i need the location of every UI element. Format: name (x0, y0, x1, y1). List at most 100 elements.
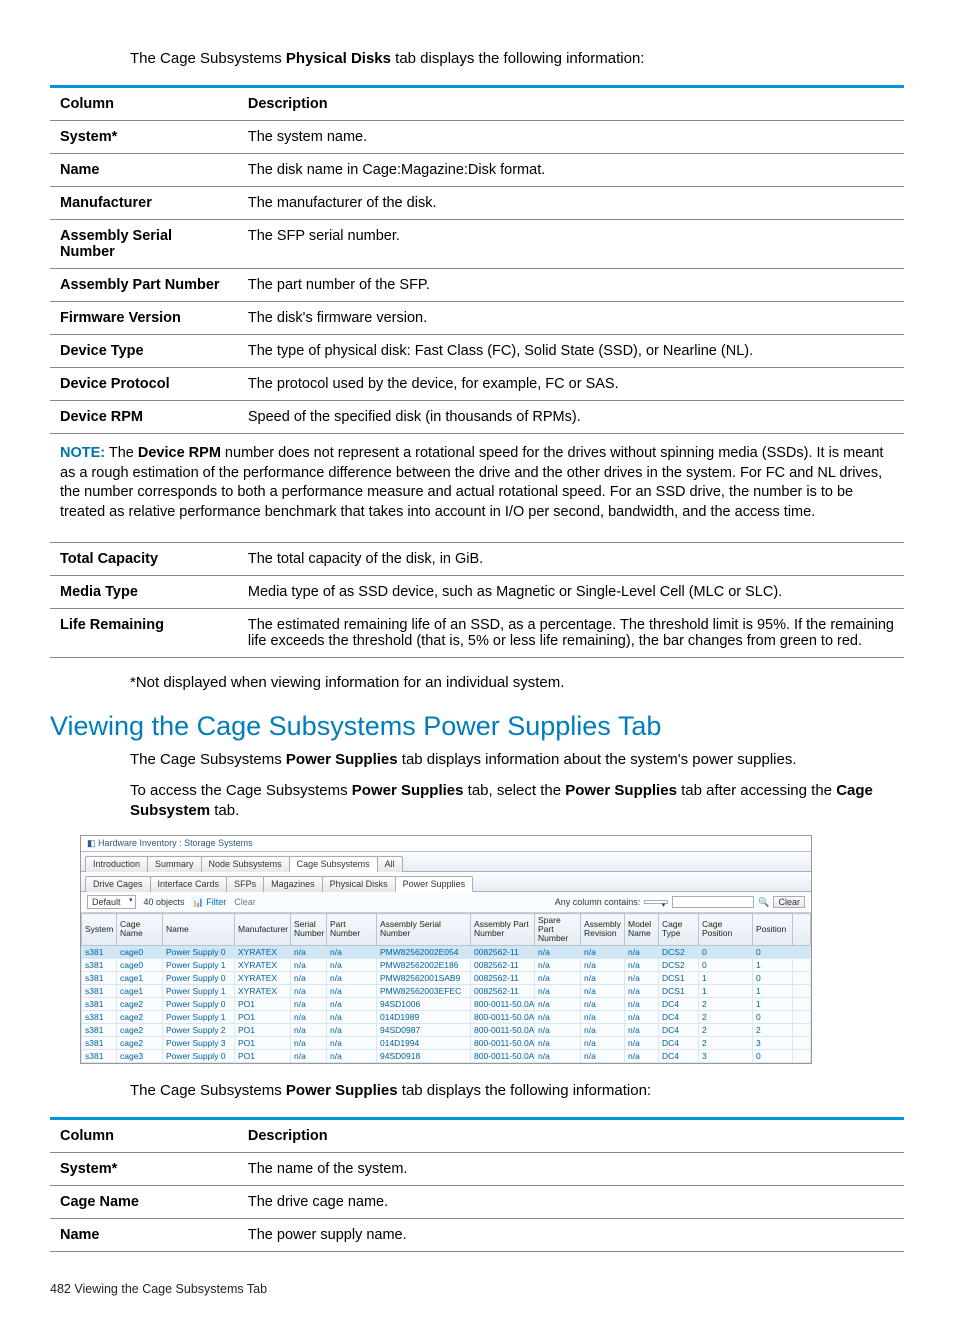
grid-cell: 2 (699, 1010, 753, 1023)
column-name: Total Capacity (50, 543, 238, 576)
grid-header[interactable]: Manufacturer (235, 914, 291, 946)
tab-power-supplies[interactable]: Power Supplies (395, 876, 474, 892)
grid-cell: PO1 (235, 997, 291, 1010)
grid-header[interactable]: Serial Number (291, 914, 327, 946)
tab-node-subsystems[interactable]: Node Subsystems (201, 856, 290, 872)
grid-header[interactable] (793, 914, 811, 946)
grid-header[interactable]: Position (753, 914, 793, 946)
table-row[interactable]: s381cage0Power Supply 1XYRATEXn/an/aPMW8… (82, 958, 811, 971)
grid-cell: PMW82562001SAB9 (377, 971, 471, 984)
table-row[interactable]: s381cage3Power Supply 0PO1n/an/a94SD0918… (82, 1049, 811, 1062)
grid-cell: n/a (291, 971, 327, 984)
grid-cell: n/a (625, 1023, 659, 1036)
filter-link[interactable]: 📊 Filter (193, 897, 227, 908)
body-text-1: The Cage Subsystems Power Supplies tab d… (130, 750, 904, 770)
table-row[interactable]: s381cage2Power Supply 2PO1n/an/a94SD0987… (82, 1023, 811, 1036)
table-row[interactable]: s381cage1Power Supply 0XYRATEXn/an/aPMW8… (82, 971, 811, 984)
tab-interface-cards[interactable]: Interface Cards (150, 876, 228, 892)
tab-all[interactable]: All (377, 856, 403, 872)
grid-cell: n/a (581, 1049, 625, 1062)
grid-cell: Power Supply 2 (163, 1023, 235, 1036)
tab-cage-subsystems[interactable]: Cage Subsystems (289, 856, 378, 872)
grid-cell: cage3 (117, 1049, 163, 1062)
grid-header[interactable]: Assembly Revision (581, 914, 625, 946)
grid-cell: cage2 (117, 1036, 163, 1049)
grid-cell: n/a (291, 1023, 327, 1036)
grid-header[interactable]: Cage Position (699, 914, 753, 946)
search-mode-dropdown[interactable] (644, 900, 668, 904)
bold: Physical Disks (286, 50, 391, 67)
grid-cell: 0 (699, 945, 753, 958)
grid-header[interactable]: Assembly Part Number (471, 914, 535, 946)
grid-header[interactable]: Spare Part Number (535, 914, 581, 946)
grid-cell: cage2 (117, 1010, 163, 1023)
grid-cell (793, 1036, 811, 1049)
grid-cell: 800-0011-50.0A (471, 997, 535, 1010)
grid-header[interactable]: Cage Type (659, 914, 699, 946)
search-icon[interactable]: 🔍 (758, 897, 769, 908)
grid-header[interactable]: Model Name (625, 914, 659, 946)
grid-cell: n/a (625, 1010, 659, 1023)
column-name: Media Type (50, 576, 238, 609)
column-desc: Media type of as SSD device, such as Mag… (238, 576, 904, 609)
clear-link-left[interactable]: Clear (234, 897, 256, 907)
grid-cell: 800-0011-50.0A (471, 1023, 535, 1036)
tab-summary[interactable]: Summary (147, 856, 202, 872)
grid-cell: n/a (581, 984, 625, 997)
grid-cell: cage0 (117, 958, 163, 971)
grid-header[interactable]: Name (163, 914, 235, 946)
search-input[interactable] (672, 896, 754, 908)
tab-introduction[interactable]: Introduction (85, 856, 148, 872)
table-row[interactable]: s381cage1Power Supply 1XYRATEXn/an/aPMW8… (82, 984, 811, 997)
table-row[interactable]: s381cage2Power Supply 3PO1n/an/a014D1994… (82, 1036, 811, 1049)
physical-disks-table: Column Description System*The system nam… (50, 85, 904, 658)
intro-physical-disks: The Cage Subsystems Physical Disks tab d… (130, 50, 904, 67)
column-name: System* (50, 121, 238, 154)
grid-cell: 3 (699, 1049, 753, 1062)
column-name: Life Remaining (50, 609, 238, 658)
grid-cell: n/a (291, 997, 327, 1010)
table-row[interactable]: s381cage2Power Supply 1PO1n/an/a014D1989… (82, 1010, 811, 1023)
clear-button[interactable]: Clear (773, 896, 805, 908)
tab-drive-cages[interactable]: Drive Cages (85, 876, 151, 892)
text: The Cage Subsystems (130, 1082, 286, 1099)
column-desc: The drive cage name. (238, 1185, 904, 1218)
view-dropdown[interactable]: Default (87, 895, 136, 909)
tab-magazines[interactable]: Magazines (263, 876, 323, 892)
grid-cell: PO1 (235, 1036, 291, 1049)
text: tab, select the (463, 782, 565, 799)
grid-cell: Power Supply 1 (163, 958, 235, 971)
grid-cell: PO1 (235, 1010, 291, 1023)
grid-header[interactable]: Cage Name (117, 914, 163, 946)
table-row[interactable]: s381cage2Power Supply 0PO1n/an/a94SD1006… (82, 997, 811, 1010)
tab-sfps[interactable]: SFPs (226, 876, 264, 892)
bold: Power Supplies (352, 782, 464, 799)
column-desc: The system name. (238, 121, 904, 154)
table-row[interactable]: s381cage0Power Supply 0XYRATEXn/an/aPMW8… (82, 945, 811, 958)
window-icon: ◧ (87, 838, 96, 848)
grid-cell: n/a (581, 997, 625, 1010)
grid-header[interactable]: System (82, 914, 117, 946)
grid-cell (793, 958, 811, 971)
intro-power-supplies: The Cage Subsystems Power Supplies tab d… (130, 1082, 904, 1099)
grid-cell: n/a (327, 1049, 377, 1062)
col-header: Column (50, 87, 238, 121)
grid-cell: n/a (625, 984, 659, 997)
grid-cell: Power Supply 0 (163, 945, 235, 958)
toolbar: Default 40 objects 📊 Filter Clear Any co… (81, 892, 811, 913)
grid-cell: s381 (82, 1023, 117, 1036)
column-name: Assembly Serial Number (50, 220, 238, 269)
data-grid[interactable]: SystemCage NameNameManufacturerSerial Nu… (81, 913, 811, 1063)
grid-cell (793, 971, 811, 984)
column-desc: The SFP serial number. (238, 220, 904, 269)
note-label: NOTE: (60, 445, 105, 461)
tab-physical-disks[interactable]: Physical Disks (322, 876, 396, 892)
search-label: Any column contains: (555, 897, 641, 907)
grid-header[interactable]: Assembly Serial Number (377, 914, 471, 946)
column-desc: The part number of the SFP. (238, 269, 904, 302)
grid-cell: PMW82562002E186 (377, 958, 471, 971)
grid-cell: n/a (327, 984, 377, 997)
grid-cell: n/a (535, 945, 581, 958)
grid-header[interactable]: Part Number (327, 914, 377, 946)
grid-cell: s381 (82, 971, 117, 984)
